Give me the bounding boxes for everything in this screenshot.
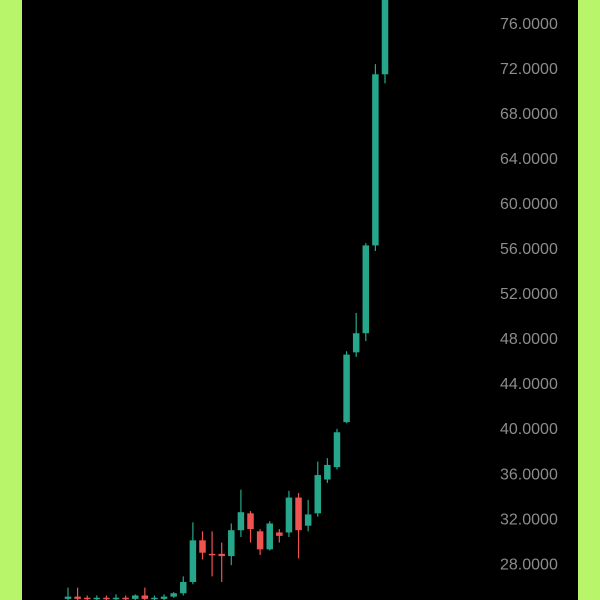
y-tick-label: 52.0000 <box>500 286 558 303</box>
candle-body <box>237 512 245 531</box>
candle-body <box>170 593 177 597</box>
y-tick-label: 28.0000 <box>500 556 558 573</box>
candle-body <box>324 464 331 480</box>
y-tick-label: 40.0000 <box>500 421 558 438</box>
candle-body <box>314 475 322 514</box>
candle-body <box>266 523 273 550</box>
candle-body <box>372 74 379 246</box>
y-tick-label: 76.0000 <box>500 16 558 33</box>
candle-body <box>256 531 264 550</box>
candle-body <box>362 245 370 334</box>
candle-body <box>131 595 139 599</box>
candle-body <box>304 514 312 526</box>
candle-body <box>160 596 168 599</box>
candle-body <box>208 553 216 556</box>
y-tick-label: 36.0000 <box>500 466 558 483</box>
candle-body <box>64 596 72 599</box>
candle-body <box>189 540 197 582</box>
candle-body <box>180 581 187 594</box>
y-tick-label: 68.0000 <box>500 106 558 123</box>
candle-body <box>352 333 360 353</box>
candle-body <box>276 532 283 536</box>
candle-body <box>285 497 293 533</box>
y-tick-label: 64.0000 <box>500 151 558 168</box>
chart: 28.0000 32.0000 36.0000 40.0000 44.0000 48.00… <box>64 0 558 600</box>
y-tick-label: 44.0000 <box>500 376 558 393</box>
candle-body <box>122 597 129 600</box>
y-tick-label: 60.0000 <box>500 196 558 213</box>
candle-body <box>93 597 101 600</box>
candle-body <box>83 597 91 600</box>
candle-body <box>381 0 389 75</box>
candle-body <box>151 597 158 600</box>
candle-body <box>333 432 341 468</box>
chart-frame: 28.0000 32.0000 36.0000 40.0000 44.0000 48.00… <box>22 0 578 600</box>
y-tick-label: 32.0000 <box>500 511 558 528</box>
candle-body <box>247 513 254 530</box>
candle-body <box>295 497 302 531</box>
y-tick-label: 48.0000 <box>500 331 558 348</box>
candle-body <box>74 596 81 599</box>
candle-body <box>141 595 149 599</box>
candle-body <box>199 540 206 553</box>
y-tick-label: 56.0000 <box>500 241 558 258</box>
y-tick-label: 72.0000 <box>500 61 558 78</box>
candle-body <box>228 530 235 557</box>
candle-body <box>112 597 120 600</box>
candle-body <box>218 553 225 557</box>
candle-body <box>103 597 110 600</box>
candle-body <box>343 354 350 423</box>
